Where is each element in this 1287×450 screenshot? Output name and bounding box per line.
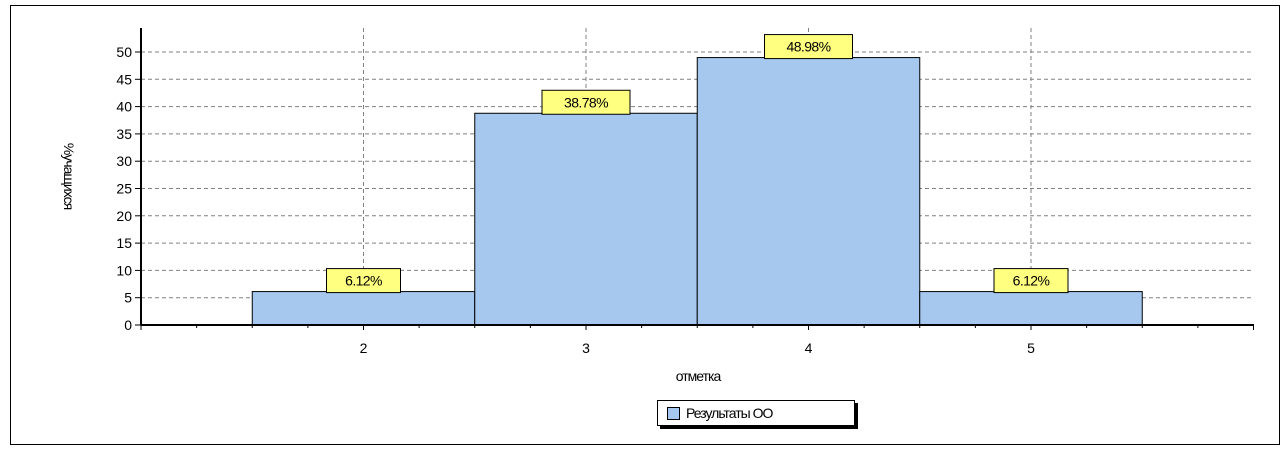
x-tick-label: 2 — [360, 340, 368, 356]
bar-4 — [696, 57, 921, 326]
legend-label: Результаты ОО — [686, 405, 773, 421]
y-tick-label: 45 — [116, 71, 132, 87]
x-tick-label: 3 — [582, 340, 590, 356]
bar-2 — [251, 291, 476, 326]
y-tick-label: 35 — [116, 126, 132, 142]
data-label-4: 48.98% — [764, 34, 853, 60]
x-tick-label: 5 — [1027, 340, 1035, 356]
y-tick-label: 5 — [124, 290, 132, 306]
bars — [251, 57, 1143, 326]
data-label-text: 6.12% — [1013, 273, 1050, 289]
legend: Результаты ОО — [657, 400, 855, 426]
data-label-3: 38.78% — [541, 89, 631, 115]
y-tick-label: 15 — [116, 235, 132, 251]
bar-5 — [919, 291, 1143, 326]
data-label-box — [993, 268, 1069, 294]
y-tick-label: 30 — [116, 153, 132, 169]
legend-swatch — [667, 406, 680, 420]
data-label-text: 48.98% — [787, 39, 831, 55]
data-label-2: 6.12% — [326, 268, 401, 294]
y-tick-label: 0 — [124, 317, 132, 333]
y-tick-label: 50 — [116, 44, 132, 60]
data-label-box — [764, 34, 853, 60]
y-axis-title: %учащихся — [61, 143, 77, 210]
x-axis-title: отметка — [676, 368, 722, 384]
data-labels: 6.12% 38.78% 48.98% 6.12% — [326, 34, 1069, 294]
data-label-text: 38.78% — [564, 94, 608, 110]
bar-3 — [474, 112, 698, 326]
data-label-box — [541, 89, 631, 115]
data-label-text: 6.12% — [345, 273, 382, 289]
x-tick-label: 4 — [805, 340, 813, 356]
data-label-5: 6.12% — [993, 268, 1069, 294]
y-tick-label: 40 — [116, 99, 132, 115]
y-tick-label: 10 — [116, 262, 132, 278]
y-tick-label: 20 — [116, 208, 132, 224]
y-tick-label: 25 — [116, 181, 132, 197]
data-label-box — [326, 268, 401, 294]
